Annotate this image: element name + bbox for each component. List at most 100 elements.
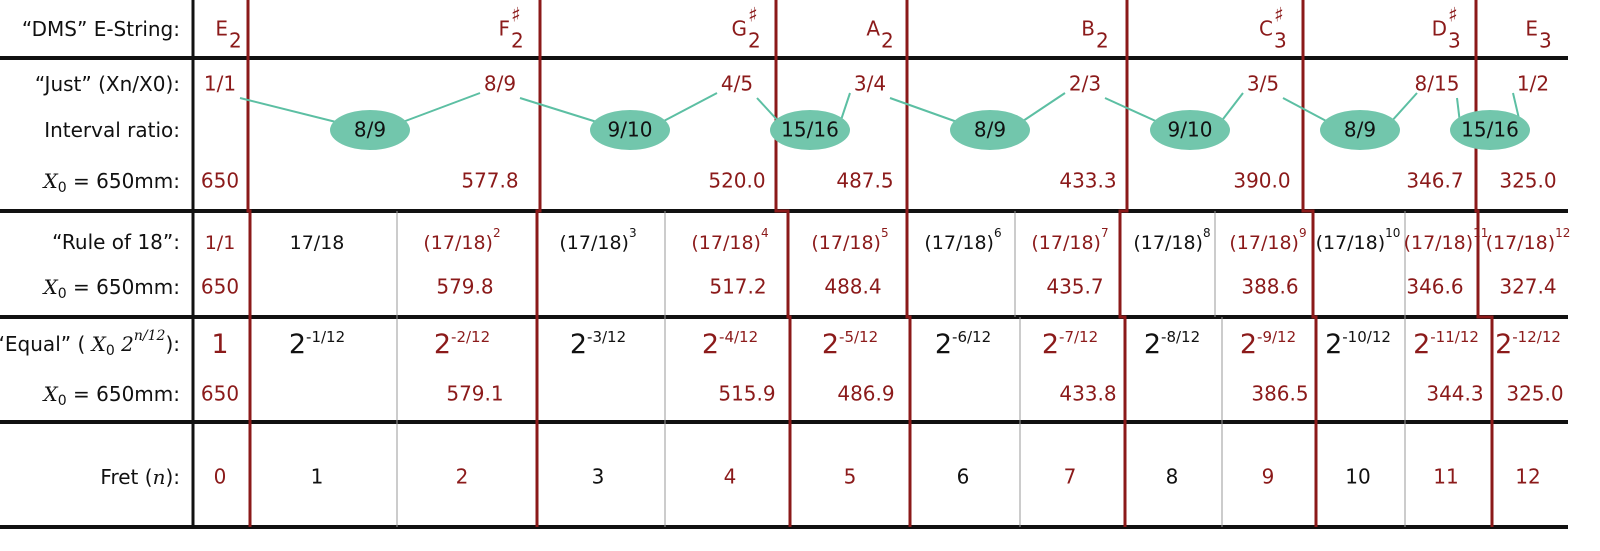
fret-number: 3 — [592, 465, 605, 489]
fret-number: 4 — [724, 465, 737, 489]
label-part: X — [90, 332, 107, 356]
ratio-base: 2 — [434, 329, 451, 360]
note-divider — [905, 0, 912, 527]
rule18-ratio: (17/18)3 — [559, 226, 636, 254]
just-ratio: 2/3 — [1069, 72, 1101, 96]
equal-ratio: 2-6/12 — [935, 328, 991, 360]
ratio-base: 2 — [1240, 329, 1257, 360]
rule18-ratio: (17/18)5 — [811, 226, 888, 254]
label-part: X — [41, 382, 58, 406]
row-label: Fret (n): — [100, 465, 180, 489]
note-divider — [1118, 0, 1129, 527]
fret-number: 1 — [311, 465, 324, 489]
interval-ratio: 8/9 — [1344, 118, 1376, 142]
connector — [1019, 92, 1066, 124]
equal-ratio: 2-7/12 — [1042, 328, 1098, 360]
label-part: Interval ratio: — [44, 118, 180, 142]
rule18-length: 435.7 — [1046, 275, 1103, 299]
ratio-exp: 3 — [629, 226, 637, 240]
fret-number: 0 — [214, 465, 227, 489]
label-part: = 650mm: — [67, 382, 180, 406]
rule18-length: 327.4 — [1499, 275, 1556, 299]
ratio-base: (17/18) — [1404, 232, 1474, 254]
label-part: ): — [165, 465, 180, 489]
label-part: Fret ( — [100, 465, 152, 489]
ratio-exp: -12/12 — [1512, 328, 1561, 346]
equal-ratio: 2-1/12 — [289, 328, 345, 360]
fret-number: 5 — [844, 465, 857, 489]
row-label: X0 = 650mm: — [41, 382, 180, 410]
label-part: X — [41, 275, 58, 299]
note-letter: A — [866, 17, 880, 41]
just-ratio: 8/15 — [1415, 72, 1460, 96]
row-label: X0 = 650mm: — [41, 169, 180, 197]
rule18-length: 517.2 — [709, 275, 766, 299]
ratio-exp: 2 — [493, 226, 501, 240]
ratio-base: 17/18 — [290, 232, 345, 254]
equal-length: 579.1 — [446, 382, 503, 406]
rule18-ratio: (17/18)7 — [1031, 226, 1108, 254]
note-octave: 2 — [511, 29, 524, 53]
equal-ratio: 2-5/12 — [822, 328, 878, 360]
label-part: = 650mm: — [67, 275, 180, 299]
equal-length: 325.0 — [1506, 382, 1563, 406]
label-part: n/12 — [134, 328, 166, 344]
interval-ratio: 8/9 — [354, 118, 386, 142]
just-ratio: 1/2 — [1517, 72, 1549, 96]
label-part: n — [153, 465, 166, 489]
note-letter: G — [732, 17, 748, 41]
ratio-base: (17/18) — [811, 232, 881, 254]
rule18-ratio: 1/1 — [205, 232, 236, 254]
connector — [659, 92, 718, 124]
connector — [889, 97, 961, 124]
just-length: 346.7 — [1406, 169, 1463, 193]
note-divider — [246, 0, 252, 527]
note-octave: 2 — [881, 29, 894, 53]
ratio-base: 2 — [570, 329, 587, 360]
rule18-ratio: (17/18)11 — [1404, 226, 1489, 254]
label-part: 2 — [115, 332, 134, 356]
ratio-exp: 10 — [1385, 226, 1400, 240]
label-part: 0 — [106, 343, 115, 359]
equal-ratio: 2-10/12 — [1325, 328, 1391, 360]
ratio-base: (17/18) — [423, 232, 493, 254]
ratio-exp: 7 — [1101, 226, 1109, 240]
equal-ratio: 2-9/12 — [1240, 328, 1296, 360]
ratio-base: (17/18) — [559, 232, 629, 254]
connector — [399, 92, 481, 124]
note-letter: B — [1081, 17, 1095, 41]
ratio-base: 2 — [1144, 329, 1161, 360]
equal-length: 515.9 — [718, 382, 775, 406]
interval-bubble — [950, 110, 1030, 150]
ratio-base: 2 — [289, 329, 306, 360]
ratio-base: 2 — [1413, 329, 1430, 360]
label-part: = 650mm: — [67, 169, 180, 193]
just-length: 650 — [201, 169, 239, 193]
just-length: 520.0 — [708, 169, 765, 193]
interval-ratio: 9/10 — [1168, 118, 1213, 142]
row-label: “DMS” E-String: — [22, 17, 180, 41]
label-part: 0 — [58, 393, 67, 409]
fret-number: 11 — [1433, 465, 1458, 489]
row-label: “Just” (Xn/X0): — [35, 72, 180, 96]
ratio-base: 2 — [1495, 329, 1512, 360]
interval-ratio: 15/16 — [1461, 118, 1519, 142]
connector — [1389, 92, 1418, 124]
note-accidental: ♯ — [511, 3, 521, 27]
just-length: 325.0 — [1499, 169, 1556, 193]
ratio-exp: 5 — [881, 226, 889, 240]
ratio-base: 1/1 — [205, 232, 236, 254]
just-length: 487.5 — [836, 169, 893, 193]
rule18-ratio: 17/18 — [290, 232, 345, 254]
interval-bubble — [770, 110, 850, 150]
ratio-exp: -6/12 — [952, 328, 991, 346]
ratio-exp: -11/12 — [1430, 328, 1479, 346]
connector — [1282, 97, 1331, 124]
ratio-base: 2 — [1325, 329, 1342, 360]
connector — [1104, 97, 1161, 124]
ratio-exp: -10/12 — [1342, 328, 1391, 346]
equal-length: 486.9 — [837, 382, 894, 406]
rule18-length: 650 — [201, 275, 239, 299]
